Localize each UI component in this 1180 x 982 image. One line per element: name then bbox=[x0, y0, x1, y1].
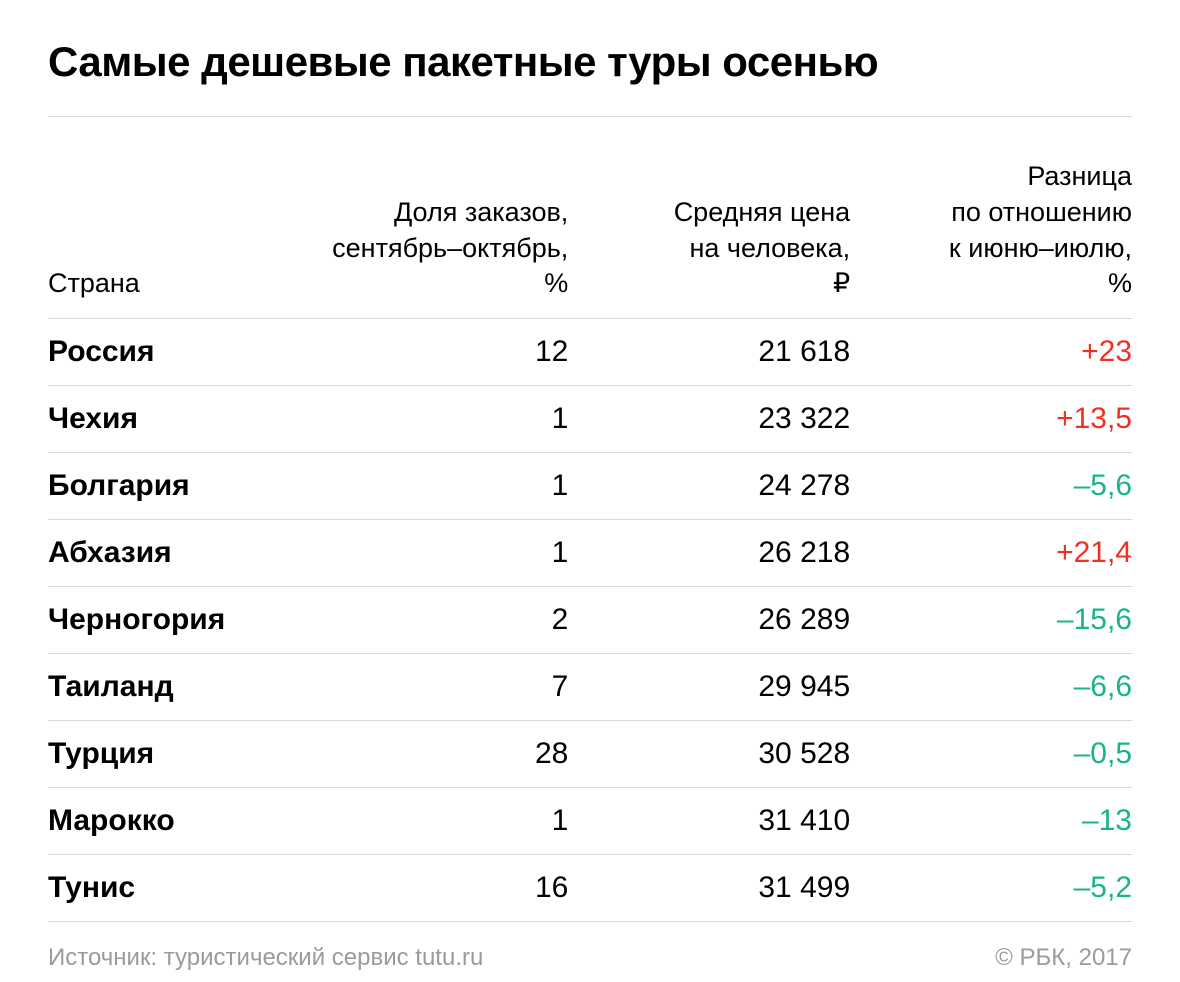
table-header-row: Страна Доля заказов,сентябрь–октябрь,% С… bbox=[48, 117, 1132, 318]
table-row: Марокко131 410–13 bbox=[48, 787, 1132, 854]
cell-diff: –15,6 bbox=[850, 586, 1132, 653]
cell-diff: –0,5 bbox=[850, 720, 1132, 787]
table-row: Черногория226 289–15,6 bbox=[48, 586, 1132, 653]
footer: Источник: туристический сервис tutu.ru ©… bbox=[48, 922, 1132, 972]
table-row: Таиланд729 945–6,6 bbox=[48, 653, 1132, 720]
table-row: Турция2830 528–0,5 bbox=[48, 720, 1132, 787]
table-body: Россия1221 618+23Чехия123 322+13,5Болгар… bbox=[48, 318, 1132, 921]
cell-country: Турция bbox=[48, 720, 297, 787]
cell-price: 23 322 bbox=[568, 385, 850, 452]
cell-price: 26 218 bbox=[568, 519, 850, 586]
col-header-diff: Разницапо отношениюк июню–июлю,% bbox=[850, 117, 1132, 318]
cell-diff: –6,6 bbox=[850, 653, 1132, 720]
cell-price: 30 528 bbox=[568, 720, 850, 787]
cell-share: 1 bbox=[297, 787, 568, 854]
cell-diff: +23 bbox=[850, 318, 1132, 385]
cell-country: Россия bbox=[48, 318, 297, 385]
tours-table: Страна Доля заказов,сентябрь–октябрь,% С… bbox=[48, 117, 1132, 922]
table-row: Абхазия126 218+21,4 bbox=[48, 519, 1132, 586]
cell-diff: –5,6 bbox=[850, 452, 1132, 519]
cell-price: 21 618 bbox=[568, 318, 850, 385]
table-row: Болгария124 278–5,6 bbox=[48, 452, 1132, 519]
cell-diff: +21,4 bbox=[850, 519, 1132, 586]
table-row: Тунис1631 499–5,2 bbox=[48, 854, 1132, 921]
cell-country: Болгария bbox=[48, 452, 297, 519]
cell-share: 1 bbox=[297, 452, 568, 519]
cell-country: Марокко bbox=[48, 787, 297, 854]
table-row: Россия1221 618+23 bbox=[48, 318, 1132, 385]
cell-price: 31 410 bbox=[568, 787, 850, 854]
cell-diff: –5,2 bbox=[850, 854, 1132, 921]
page-title: Самые дешевые пакетные туры осенью bbox=[48, 38, 1132, 86]
cell-share: 28 bbox=[297, 720, 568, 787]
col-header-price: Средняя ценана человека,₽ bbox=[568, 117, 850, 318]
cell-share: 7 bbox=[297, 653, 568, 720]
footer-credit: © РБК, 2017 bbox=[995, 944, 1132, 972]
cell-price: 29 945 bbox=[568, 653, 850, 720]
cell-share: 16 bbox=[297, 854, 568, 921]
cell-share: 1 bbox=[297, 519, 568, 586]
col-header-share: Доля заказов,сентябрь–октябрь,% bbox=[297, 117, 568, 318]
cell-price: 26 289 bbox=[568, 586, 850, 653]
cell-country: Таиланд bbox=[48, 653, 297, 720]
cell-country: Черногория bbox=[48, 586, 297, 653]
cell-share: 1 bbox=[297, 385, 568, 452]
cell-share: 2 bbox=[297, 586, 568, 653]
cell-country: Чехия bbox=[48, 385, 297, 452]
cell-country: Абхазия bbox=[48, 519, 297, 586]
cell-share: 12 bbox=[297, 318, 568, 385]
cell-diff: +13,5 bbox=[850, 385, 1132, 452]
table-row: Чехия123 322+13,5 bbox=[48, 385, 1132, 452]
cell-price: 31 499 bbox=[568, 854, 850, 921]
cell-diff: –13 bbox=[850, 787, 1132, 854]
cell-country: Тунис bbox=[48, 854, 297, 921]
footer-source: Источник: туристический сервис tutu.ru bbox=[48, 944, 483, 972]
cell-price: 24 278 bbox=[568, 452, 850, 519]
col-header-country: Страна bbox=[48, 117, 297, 318]
